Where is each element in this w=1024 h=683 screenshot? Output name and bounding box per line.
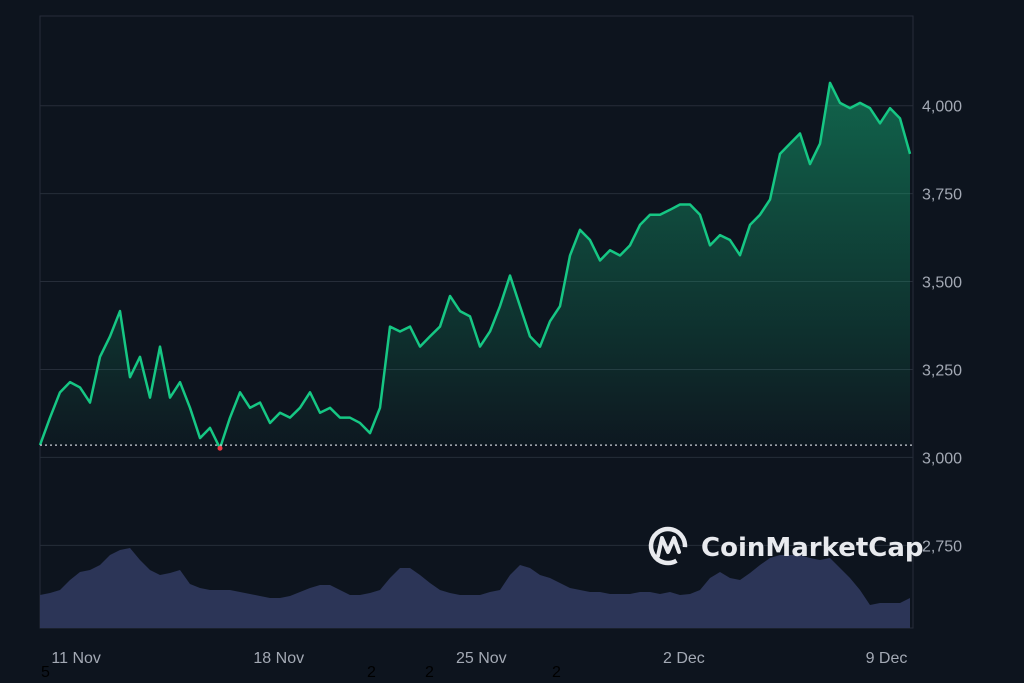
- volume-area: [40, 548, 910, 628]
- y-tick-label: 2,750: [922, 538, 962, 555]
- price-series: [38, 81, 913, 451]
- volume-fill: [40, 548, 910, 628]
- y-tick-label: 3,250: [922, 362, 962, 379]
- y-tick-label: 3,500: [922, 275, 962, 292]
- y-tick-label: 3,750: [922, 187, 962, 204]
- x-tick-label: 9 Dec: [866, 650, 908, 667]
- y-tick-label: 3,000: [922, 450, 962, 467]
- stray-mark: 2: [367, 664, 376, 681]
- y-tick-label: 4,000: [922, 99, 962, 116]
- x-tick-label: 2 Dec: [663, 650, 705, 667]
- x-tick-label: 18 Nov: [253, 650, 304, 667]
- x-tick-label: 11 Nov: [51, 650, 101, 667]
- price-point: [217, 445, 223, 451]
- x-axis: 11 Nov 18 Nov 25 Nov 2 Dec 9 Dec: [51, 650, 907, 667]
- stray-mark: 2: [552, 664, 561, 681]
- coinmarketcap-logo-icon: [648, 526, 688, 566]
- x-tick-label: 25 Nov: [456, 650, 507, 667]
- coinmarketcap-watermark: CoinMarketCap: [648, 526, 924, 566]
- stray-mark: 2: [425, 664, 434, 681]
- price-area: [40, 82, 910, 449]
- y-axis: 4,000 3,750 3,500 3,250 3,000 2,750: [922, 99, 962, 556]
- watermark-text: CoinMarketCap: [701, 533, 924, 563]
- stray-mark: 5: [41, 664, 50, 681]
- price-line: [38, 81, 912, 450]
